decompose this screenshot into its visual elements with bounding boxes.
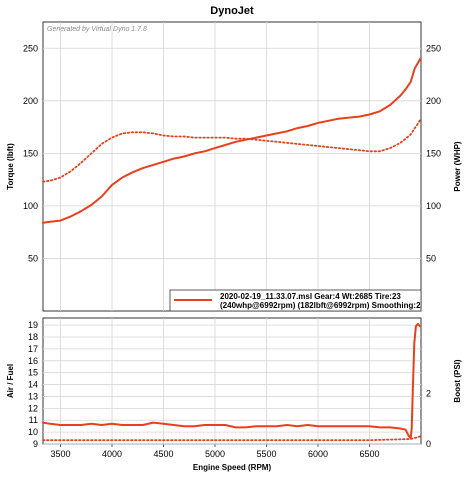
y-axis-label-left: Torque (lbft) — [6, 143, 15, 190]
legend-box — [169, 289, 422, 312]
af-tick-label: 16 — [28, 356, 38, 366]
chart-watermark: Generated by Virtual Dyno 1.7.8 — [47, 26, 147, 33]
chart-title: DynoJet — [210, 5, 254, 17]
y-tick-label-right: 200 — [426, 96, 441, 106]
af-tick-label: 11 — [29, 415, 38, 425]
x-tick-label: 5000 — [205, 449, 225, 459]
boost-series-line — [42, 435, 422, 442]
air-fuel-series-line — [42, 322, 422, 440]
x-tick-label: 4000 — [102, 449, 122, 459]
x-tick-label: 5500 — [256, 449, 276, 459]
af-tick-label: 14 — [28, 380, 38, 390]
x-tick-label: 6000 — [308, 449, 328, 459]
boost-tick-label: 2 — [426, 389, 431, 399]
af-tick-label: 12 — [28, 403, 38, 413]
af-tick-label: 15 — [28, 368, 38, 378]
x-axis-label: Engine Speed (RPM) — [193, 463, 272, 472]
boost-axis-label: Boost (PSI) — [453, 359, 462, 402]
af-tick-label: 9 — [33, 439, 38, 449]
y-tick-label-left: 200 — [23, 96, 38, 106]
af-tick-label: 10 — [28, 427, 38, 437]
x-tick-label: 3500 — [50, 449, 70, 459]
y-axis-label-right: Power (WHP) — [453, 141, 462, 192]
af-axis-label: Air / Fuel — [6, 364, 15, 398]
legend-line-1: 2020-02-19_11.33.07.msl Gear:4 Wt:2685 T… — [220, 292, 401, 301]
bottom-plot-frame — [42, 317, 422, 445]
y-tick-label-left: 100 — [23, 201, 38, 211]
top-plot-frame — [42, 21, 422, 312]
y-tick-label-right: 100 — [426, 201, 441, 211]
y-tick-label-left: 150 — [23, 148, 38, 158]
boost-tick-label: 0 — [426, 439, 431, 449]
y-tick-label-left: 250 — [23, 43, 38, 53]
x-tick-label: 4500 — [153, 449, 173, 459]
legend-line-2: (240whp@6992rpm) (182lbft@6992rpm) Smoot… — [220, 301, 421, 310]
y-tick-label-left: 50 — [28, 253, 38, 263]
y-tick-label-right: 50 — [426, 253, 436, 263]
power-series-line — [42, 57, 422, 224]
x-tick-label: 6500 — [359, 449, 379, 459]
af-tick-label: 19 — [28, 320, 38, 330]
af-tick-label: 18 — [28, 332, 38, 342]
af-tick-label: 13 — [28, 391, 38, 401]
af-tick-label: 17 — [28, 344, 38, 354]
y-tick-label-right: 150 — [426, 148, 441, 158]
y-tick-label-right: 250 — [426, 43, 441, 53]
torque-series-line — [42, 118, 422, 183]
